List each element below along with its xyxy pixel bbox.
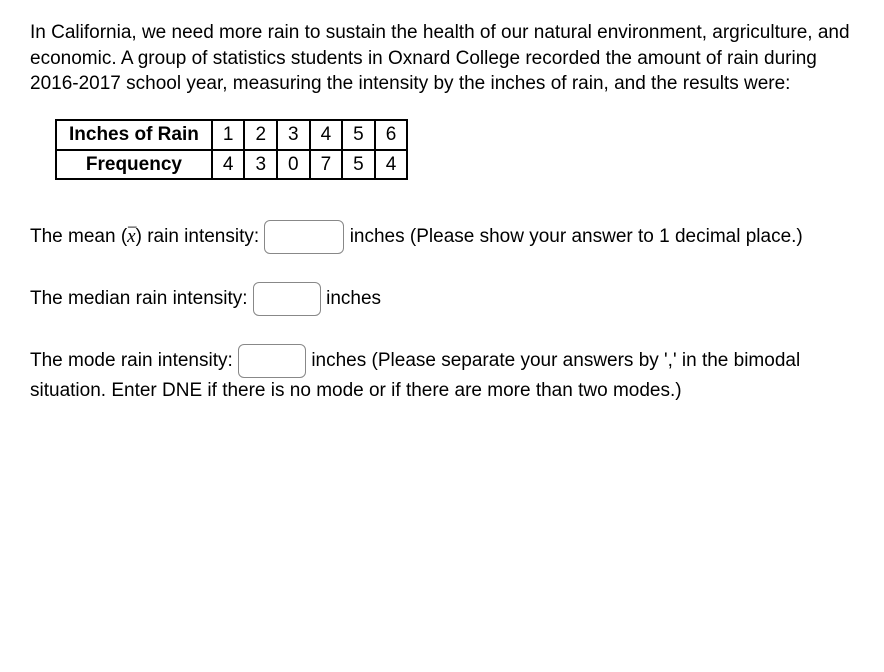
table-row: Frequency 4 3 0 7 5 4	[56, 150, 407, 180]
table-cell: 3	[277, 120, 310, 150]
q1-suffix: inches (Please show your answer to 1 dec…	[344, 226, 802, 247]
row-header-inches: Inches of Rain	[56, 120, 212, 150]
table-cell: 5	[342, 120, 375, 150]
mode-input[interactable]	[238, 344, 306, 378]
table-cell: 7	[310, 150, 343, 180]
xbar-symbol: x	[127, 224, 135, 250]
median-input[interactable]	[253, 282, 321, 316]
q1-prefix: The mean (	[30, 226, 127, 247]
table-cell: 4	[375, 150, 408, 180]
table-cell: 6	[375, 120, 408, 150]
q1-mid: ) rain intensity:	[136, 226, 265, 247]
table-cell: 4	[310, 120, 343, 150]
table-cell: 0	[277, 150, 310, 180]
table-cell: 1	[212, 120, 245, 150]
table-cell: 4	[212, 150, 245, 180]
question-median: The median rain intensity: inches	[30, 282, 854, 316]
data-table: Inches of Rain 1 2 3 4 5 6 Frequency 4 3…	[55, 119, 408, 180]
question-mean: The mean (x) rain intensity: inches (Ple…	[30, 220, 854, 254]
q2-suffix: inches	[321, 288, 381, 309]
question-mode: The mode rain intensity: inches (Please …	[30, 344, 854, 404]
q2-prefix: The median rain intensity:	[30, 288, 253, 309]
row-header-frequency: Frequency	[56, 150, 212, 180]
intro-paragraph: In California, we need more rain to sust…	[30, 20, 854, 97]
mean-input[interactable]	[264, 220, 344, 254]
table-cell: 2	[244, 120, 277, 150]
table-cell: 3	[244, 150, 277, 180]
table-cell: 5	[342, 150, 375, 180]
q3-prefix: The mode rain intensity:	[30, 350, 238, 371]
table-row: Inches of Rain 1 2 3 4 5 6	[56, 120, 407, 150]
